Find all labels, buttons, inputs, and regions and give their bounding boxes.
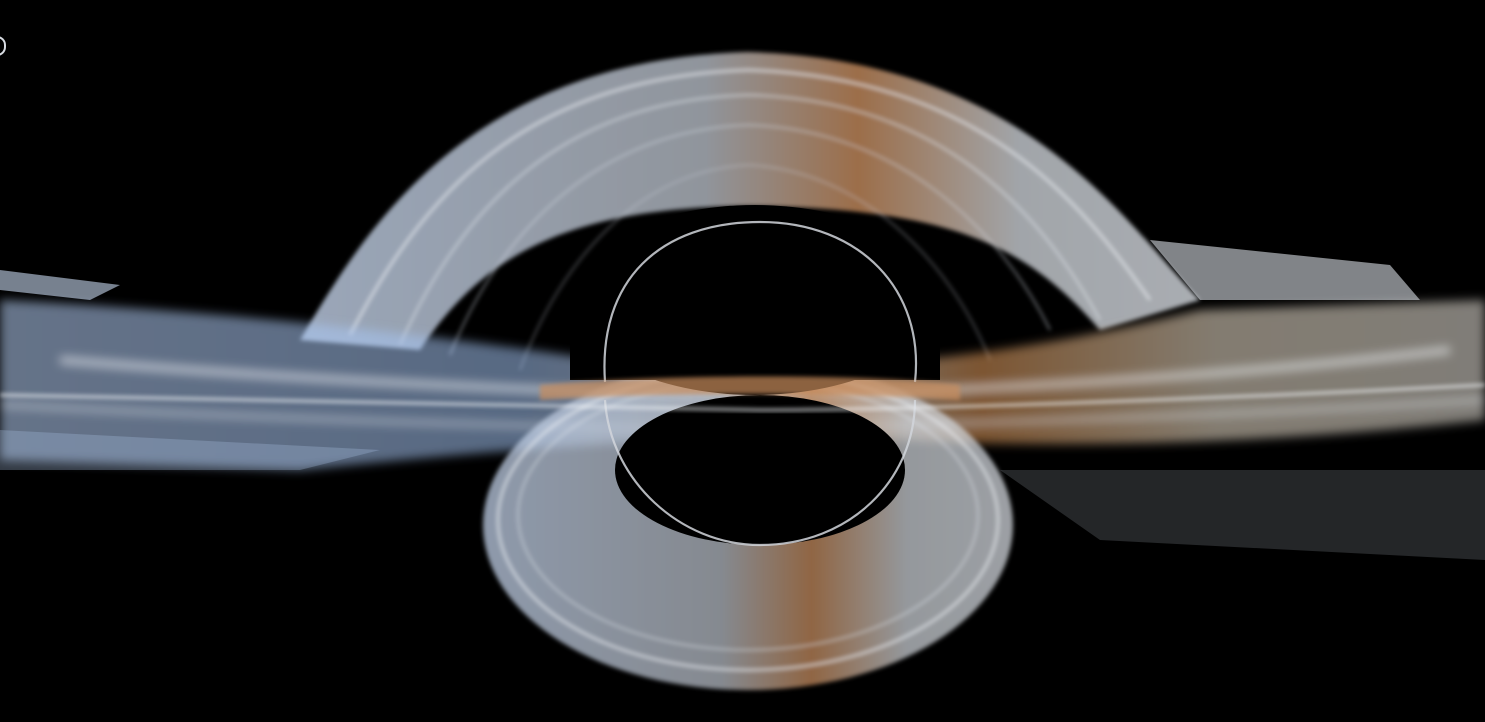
upper-lensed-halo	[300, 52, 1200, 371]
particle-spray	[0, 240, 1485, 560]
foreground-disk-strip	[0, 376, 1485, 412]
photon-ring	[603, 220, 918, 547]
event-horizon-shadow	[570, 205, 940, 545]
